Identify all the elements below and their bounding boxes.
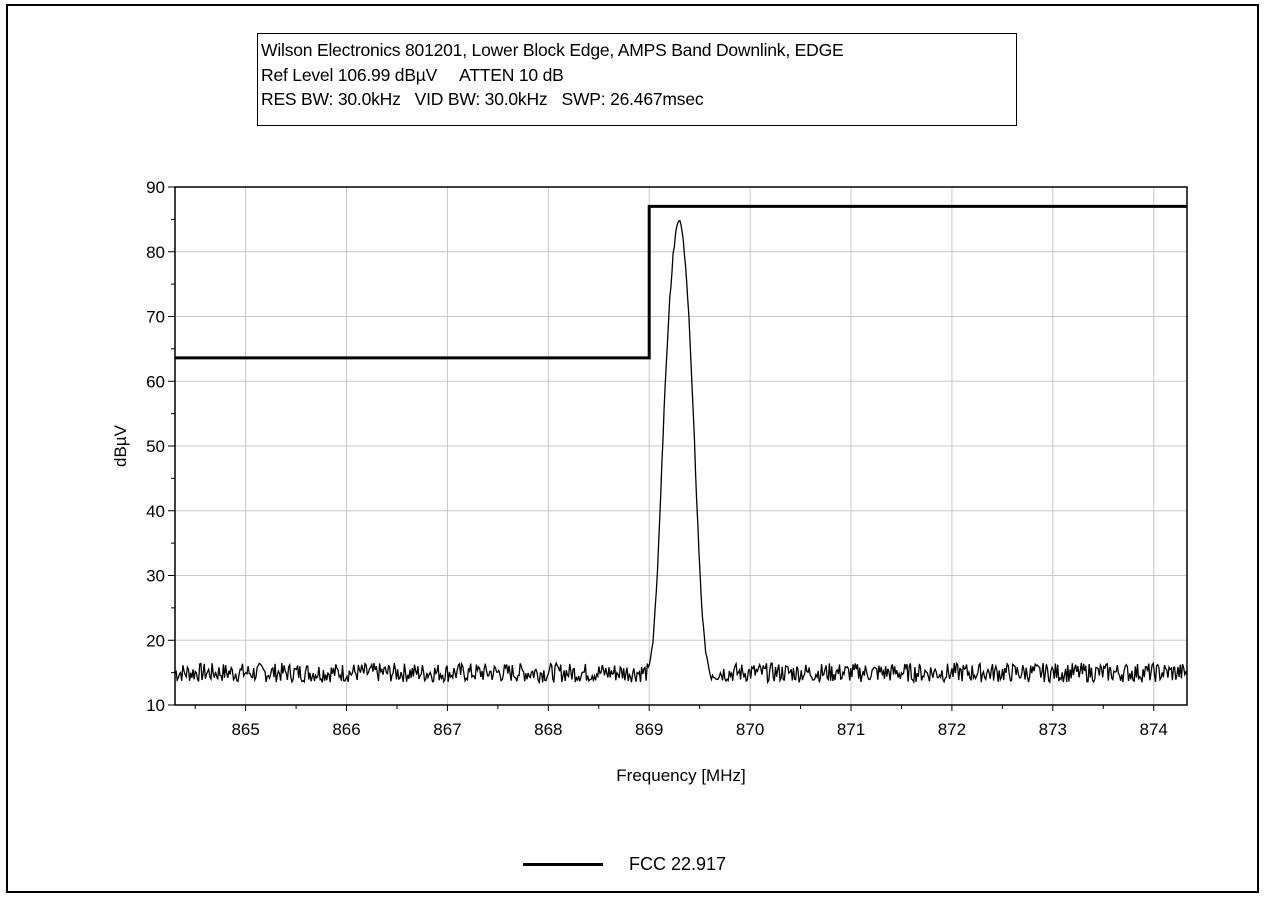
x-tick-label: 872 (938, 720, 966, 739)
y-tick-label: 10 (146, 696, 165, 715)
y-tick-label: 90 (146, 178, 165, 197)
tick-labels: 865 866 867 868 869 870 871 872 873 874 10 20 30 40 50… (146, 178, 1168, 739)
x-tick-label: 874 (1140, 720, 1168, 739)
y-axis-title: dBµV (111, 424, 130, 467)
axis-ticks (168, 186, 1155, 711)
info-ref-line: Ref Level 106.99 dBµV ATTEN 10 dB (261, 63, 1016, 88)
vid-bw: VID BW: 30.0kHz (414, 89, 548, 109)
y-tick-label: 30 (146, 567, 165, 586)
legend-label: FCC 22.917 (629, 853, 727, 874)
info-title: Wilson Electronics 801201, Lower Block E… (261, 40, 844, 60)
x-tick-label: 865 (231, 720, 259, 739)
x-tick-label: 870 (736, 720, 764, 739)
y-tick-label: 40 (146, 502, 165, 521)
x-tick-label: 867 (433, 720, 461, 739)
x-axis-title: Frequency [MHz] (616, 766, 745, 785)
y-tick-label: 80 (146, 243, 165, 262)
x-tick-label: 873 (1039, 720, 1067, 739)
y-tick-label: 70 (146, 308, 165, 327)
plot-area (174, 186, 1188, 706)
sweep-time: SWP: 26.467msec (561, 89, 704, 109)
res-bw: RES BW: 30.0kHz (261, 89, 401, 109)
measurement-info-box: Wilson Electronics 801201, Lower Block E… (257, 33, 1017, 126)
ref-level: Ref Level 106.99 dBµV (261, 64, 438, 85)
y-tick-label: 50 (146, 437, 165, 456)
limit-line (175, 204, 1187, 360)
measured-trace (174, 219, 1188, 685)
x-tick-label: 869 (635, 720, 663, 739)
legend: FCC 22.917 (523, 850, 726, 878)
chart-frame (6, 4, 1259, 893)
x-tick-label: 868 (534, 720, 562, 739)
grid (175, 187, 1187, 705)
y-tick-label: 20 (146, 631, 165, 650)
info-bw-line: RES BW: 30.0kHz VID BW: 30.0kHz SWP: 26.46… (261, 87, 1016, 112)
y-tick-label: 60 (146, 372, 165, 391)
x-tick-label: 871 (837, 720, 865, 739)
legend-swatch (523, 862, 603, 866)
x-tick-label: 866 (332, 720, 360, 739)
atten: ATTEN 10 dB (459, 64, 564, 85)
series (174, 204, 1188, 685)
